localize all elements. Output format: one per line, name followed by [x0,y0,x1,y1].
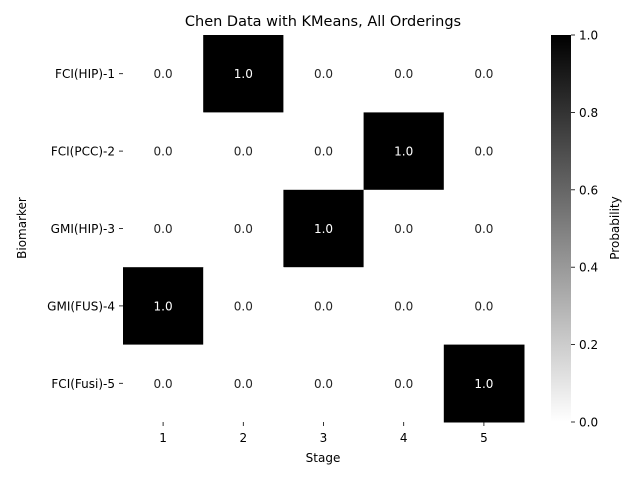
cell-value-label: 0.0 [474,222,493,236]
heatmap-cell [443,267,525,346]
x-tick-label: 3 [320,431,328,445]
heatmap-cell [363,112,445,191]
x-axis-label: Stage [306,451,341,465]
heatmap-cell [203,112,284,191]
cell-value-label: 0.0 [234,145,253,159]
colorbar-tick-label: 0.6 [579,183,598,197]
heatmap-cell [443,344,525,423]
cell-value-label: 0.0 [394,299,413,313]
y-tick-label: FCI(Fusi)-5 [51,377,115,391]
heatmap-cells: 0.0 1.0 0.0 0.0 0.0 0.0 0.0 0.0 1.0 0.0 0.0 0.0 1.0 0… [123,35,525,423]
heatmap-cell [203,189,284,268]
cell-value-label: 0.0 [394,222,413,236]
cell-value-label: 1.0 [234,67,253,81]
heatmap-cell [443,112,525,191]
heatmap-cell [363,267,445,346]
cell-value-label: 0.0 [154,377,173,391]
heatmap-cell [443,35,525,113]
heatmap-cell [123,112,204,191]
cell-value-label: 0.0 [474,299,493,313]
cell-value-label: 0.0 [394,377,413,391]
colorbar-tick-label: 1.0 [579,29,598,43]
cell-value-label: 0.0 [154,145,173,159]
cell-value-label: 0.0 [314,377,333,391]
y-axis-ticks: FCI(HIP)-1 FCI(PCC)-2 GMI(HIP)-3 GMI(FUS)-4… [47,67,123,391]
x-tick-label: 5 [480,431,488,445]
x-tick-label: 1 [159,431,167,445]
heatmap-cell [283,112,365,191]
x-tick-label: 4 [400,431,408,445]
colorbar-tick-label: 0.8 [579,106,598,120]
heatmap-cell [363,344,445,423]
colorbar-label: Probability [608,196,622,259]
y-tick-label: FCI(PCC)-2 [51,145,115,159]
cell-value-label: 1.0 [474,377,493,391]
heatmap-cell [443,189,525,268]
heatmap-cell [203,267,284,346]
colorbar-tick-label: 0.2 [579,338,598,352]
cell-value-label: 1.0 [314,222,333,236]
heatmap-cell [363,189,445,268]
y-tick-label: GMI(FUS)-4 [47,299,115,313]
heatmap-cell [123,267,204,346]
cell-value-label: 0.0 [314,299,333,313]
colorbar-tick-label: 0.4 [579,261,598,275]
cell-value-label: 0.0 [154,67,173,81]
cell-value-label: 0.0 [154,222,173,236]
x-axis-ticks: 1 2 3 4 5 [159,422,488,445]
heatmap-cell [283,35,365,113]
heatmap-cell [203,35,284,113]
y-tick-label: GMI(HIP)-3 [51,222,115,236]
cell-value-label: 1.0 [154,299,173,313]
cell-value-label: 0.0 [314,67,333,81]
y-axis-label: Biomarker [15,197,29,259]
heatmap-cell [283,267,365,346]
heatmap-cell [203,344,284,423]
colorbar-ticks: 0.0 0.2 0.4 0.6 0.8 1.0 [571,29,598,430]
heatmap-cell [283,189,365,268]
cell-value-label: 0.0 [234,222,253,236]
cell-value-label: 1.0 [394,145,413,159]
heatmap-cell [283,344,365,423]
chart-title: Chen Data with KMeans, All Orderings [185,14,461,30]
heatmap-cell [123,344,204,423]
cell-value-label: 0.0 [234,377,253,391]
colorbar-tick-label: 0.0 [579,416,598,430]
heatmap-cell [123,35,204,113]
y-tick-label: FCI(HIP)-1 [55,67,115,81]
cell-value-label: 0.0 [474,67,493,81]
colorbar [551,35,571,422]
heatmap-cell [363,35,445,113]
x-tick-label: 2 [239,431,247,445]
cell-value-label: 0.0 [314,145,333,159]
heatmap-cell [123,189,204,268]
cell-value-label: 0.0 [474,145,493,159]
cell-value-label: 0.0 [234,299,253,313]
cell-value-label: 0.0 [394,67,413,81]
